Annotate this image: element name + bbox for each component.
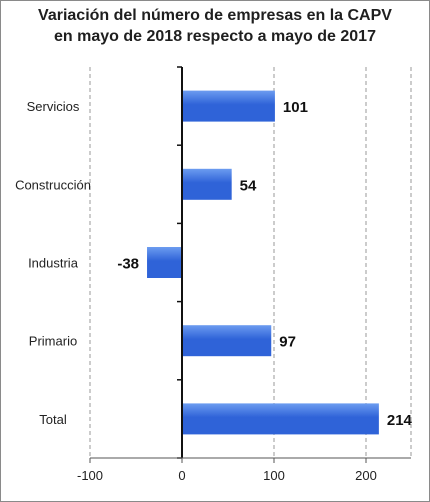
bar-servicios — [182, 90, 275, 122]
chart-title: Variación del número de empresas en la C… — [1, 5, 429, 47]
data-label: 101 — [283, 99, 308, 116]
category-label: Primario — [29, 334, 77, 349]
axes — [89, 66, 411, 463]
data-label: 97 — [279, 334, 296, 351]
data-label: 54 — [240, 177, 257, 194]
x-tick-label: 100 — [263, 468, 285, 483]
bar-construcción — [182, 168, 232, 200]
data-label: 214 — [387, 412, 413, 429]
x-tick-label: 200 — [355, 468, 377, 483]
bars — [147, 90, 379, 435]
category-label: Servicios — [27, 99, 80, 114]
bar-industria — [147, 247, 182, 278]
gridlines — [89, 67, 412, 458]
data-label: -38 — [117, 256, 139, 273]
labels: 101 Servicios 54 Construcción -38 Industria 97… — [15, 99, 413, 483]
x-tick-label: 0 — [178, 468, 185, 483]
category-label: Total — [39, 412, 67, 427]
bar-total — [182, 403, 379, 435]
category-label: Construcción — [15, 177, 91, 192]
x-tick-label: -100 — [77, 468, 103, 483]
category-label: Industria — [28, 256, 79, 271]
chart-title-line-2: en mayo de 2018 respecto a mayo de 2017 — [54, 28, 376, 45]
bar-primario — [182, 325, 272, 357]
chart-title-line-1: Variación del número de empresas en la C… — [38, 7, 392, 24]
